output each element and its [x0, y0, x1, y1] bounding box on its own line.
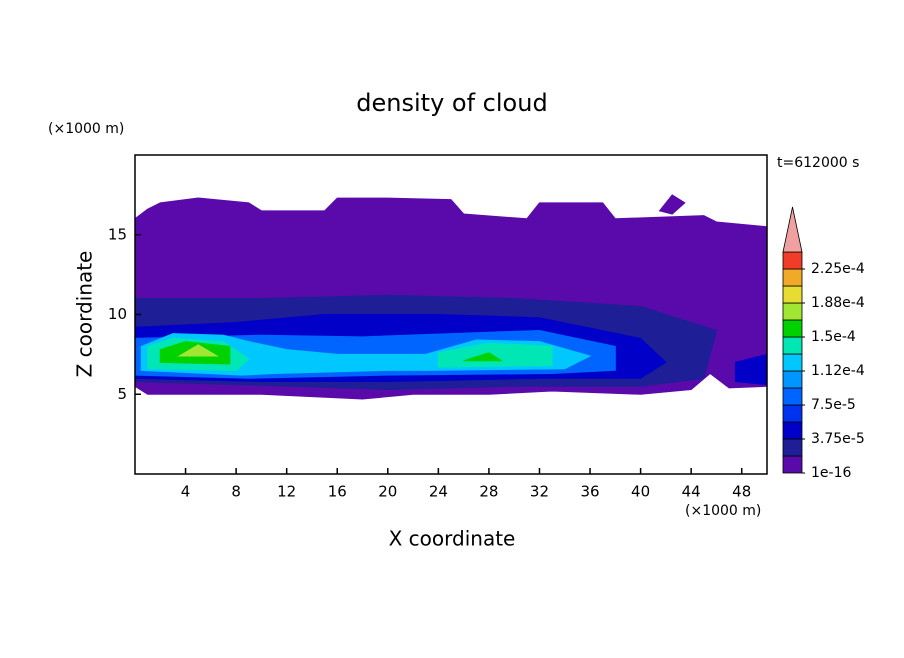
colorbar-box: [782, 285, 803, 304]
contour-region: [658, 194, 686, 215]
x-tick-label: 24: [429, 483, 448, 501]
colorbar-box: [782, 455, 803, 474]
colorbar-label: 1e-16: [811, 465, 851, 481]
x-tick-label: 20: [378, 483, 397, 501]
colorbar-box: [782, 319, 803, 338]
x-tick-label: 12: [277, 483, 296, 501]
x-tick-label: 44: [682, 483, 701, 501]
y-tick-label: 5: [117, 385, 127, 403]
colorbar-label: 1.5e-4: [811, 329, 856, 345]
x-axis-label: X coordinate: [389, 527, 516, 551]
colorbar-box: [782, 421, 803, 440]
contour-region: [463, 352, 504, 362]
x-unit: (×1000 m): [685, 503, 761, 519]
colorbar-label: 1.12e-4: [811, 363, 865, 379]
colorbar-extend: [782, 206, 803, 253]
colorbar-box: [782, 302, 803, 321]
x-tick-label: 16: [328, 483, 347, 501]
colorbar-box: [782, 404, 803, 423]
colorbar-box: [782, 438, 803, 457]
y-axis-label: Z coordinate: [73, 251, 97, 378]
contour-region: [177, 344, 219, 357]
colorbar-box: [782, 387, 803, 406]
colorbar-box: [782, 336, 803, 355]
x-tick-label: 48: [732, 483, 751, 501]
x-tick-label: 8: [231, 483, 241, 501]
time-annotation: t=612000 s: [777, 155, 859, 171]
colorbar-label: 2.25e-4: [811, 261, 865, 277]
y-tick-label: 10: [108, 305, 127, 323]
x-tick-label: 28: [479, 483, 498, 501]
colorbar-label: 3.75e-5: [811, 431, 865, 447]
x-tick-label: 36: [580, 483, 599, 501]
y-unit: (×1000 m): [48, 121, 124, 137]
x-tick-label: 4: [181, 483, 191, 501]
y-tick-label: 15: [108, 225, 127, 243]
colorbar-box: [782, 268, 803, 287]
colorbar-box: [782, 353, 803, 372]
x-tick-label: 40: [631, 483, 650, 501]
colorbar-label: 7.5e-5: [811, 397, 856, 413]
contour-region: [734, 353, 767, 386]
colorbar-box: [782, 370, 803, 389]
x-tick-label: 32: [530, 483, 549, 501]
chart-title: density of cloud: [356, 89, 547, 117]
colorbar-label: 1.88e-4: [811, 295, 865, 311]
colorbar-box: [782, 251, 803, 270]
plot-area: [135, 194, 767, 400]
